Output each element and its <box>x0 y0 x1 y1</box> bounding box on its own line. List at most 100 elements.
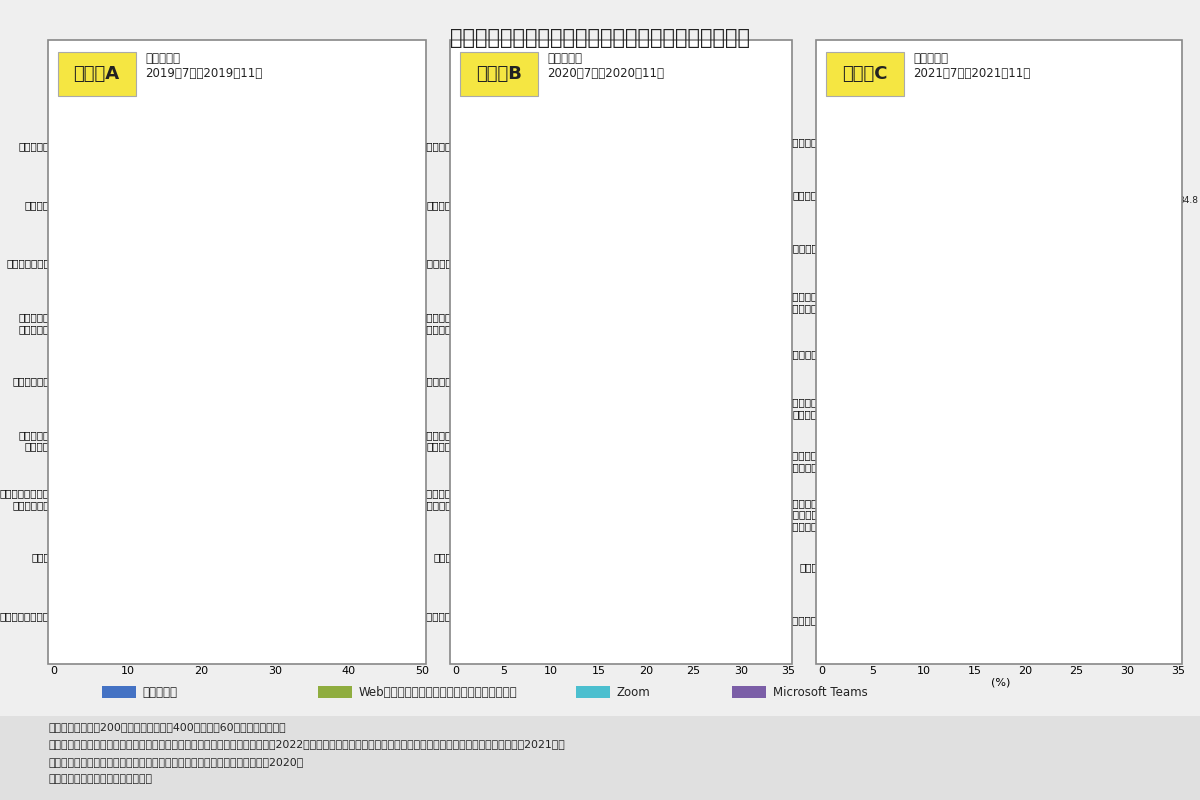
Bar <box>822 207 1140 218</box>
Text: 16.0: 16.0 <box>173 375 193 385</box>
Text: 12.9: 12.9 <box>955 474 976 482</box>
Bar <box>822 407 953 418</box>
Bar <box>456 471 530 483</box>
Text: 14.3: 14.3 <box>161 493 181 502</box>
Bar <box>822 502 944 512</box>
Bar <box>822 526 899 536</box>
Text: 10.2: 10.2 <box>131 421 151 430</box>
Text: 20.6: 20.6 <box>1034 142 1054 152</box>
Bar <box>456 354 604 366</box>
Text: 7.8: 7.8 <box>532 473 546 482</box>
Bar <box>822 342 1013 353</box>
Bar <box>456 616 680 627</box>
Text: 11.8: 11.8 <box>143 434 162 443</box>
Text: 調査対象：決済者200名／会議ユーザー400名（合記60名）、複数回答有: 調査対象：決済者200名／会議ユーザー400名（合記60名）、複数回答有 <box>48 722 286 731</box>
Text: 20.4: 20.4 <box>1032 118 1051 127</box>
Text: 42.0: 42.0 <box>365 186 385 195</box>
Text: 18.1: 18.1 <box>188 154 209 163</box>
Text: 12.8: 12.8 <box>954 408 974 417</box>
Text: 12.6: 12.6 <box>577 337 598 346</box>
Text: 19.4: 19.4 <box>1021 367 1042 376</box>
Bar <box>54 478 124 490</box>
Bar <box>456 630 750 641</box>
Text: 34.8: 34.8 <box>1178 196 1199 205</box>
Text: 22.3: 22.3 <box>670 120 690 130</box>
Text: グラフC: グラフC <box>842 65 887 83</box>
Text: 20.8: 20.8 <box>209 271 229 281</box>
Text: 8.0: 8.0 <box>534 500 548 509</box>
Text: 14.0: 14.0 <box>966 384 986 393</box>
Text: 10.6: 10.6 <box>558 486 578 495</box>
Bar <box>822 277 932 287</box>
Text: 15.6: 15.6 <box>983 249 1003 258</box>
Text: 18.5: 18.5 <box>192 258 212 267</box>
Bar <box>54 302 173 314</box>
Text: 16.1: 16.1 <box>174 303 194 312</box>
Bar <box>822 607 1061 618</box>
Text: 11.8: 11.8 <box>944 330 965 340</box>
Bar <box>54 315 160 327</box>
Text: 18.2: 18.2 <box>190 597 210 606</box>
Bar <box>456 440 572 451</box>
Bar <box>54 126 290 138</box>
Bar <box>54 609 203 621</box>
Text: Zoom: Zoom <box>617 686 650 698</box>
Text: 16.7: 16.7 <box>617 604 637 613</box>
Text: 0: 0 <box>824 543 829 552</box>
Bar <box>54 270 208 282</box>
Bar <box>822 154 1008 165</box>
Bar <box>54 595 188 607</box>
Bar <box>822 354 960 365</box>
Text: 0: 0 <box>824 567 829 576</box>
Text: 14.3: 14.3 <box>594 427 613 437</box>
Bar <box>54 185 364 196</box>
Text: 8.7: 8.7 <box>540 297 554 306</box>
Bar <box>822 301 887 312</box>
Bar <box>822 248 980 258</box>
Text: 14.3: 14.3 <box>161 317 181 326</box>
Text: 調査期間：
2019年7月～2019年11月: 調査期間： 2019年7月～2019年11月 <box>145 52 263 80</box>
Text: 18.7: 18.7 <box>1014 343 1034 352</box>
Text: ビデオ会議: ビデオ会議 <box>143 686 178 698</box>
Bar <box>456 336 576 347</box>
Text: 29.3: 29.3 <box>1122 184 1142 193</box>
Text: 33.0: 33.0 <box>1160 633 1180 642</box>
Text: 10.7: 10.7 <box>932 290 953 298</box>
Text: Web会議、ビデオ通話が可能なビジネスアプリ: Web会議、ビデオ通話が可能なビジネスアプリ <box>359 686 517 698</box>
Bar <box>456 250 604 262</box>
Text: 調査期間：
2021年7月～2021年11月: 調査期間： 2021年7月～2021年11月 <box>913 52 1031 80</box>
Text: 16.1: 16.1 <box>988 420 1008 430</box>
Text: グラフB: グラフB <box>475 65 522 83</box>
Text: 28.5: 28.5 <box>265 245 286 254</box>
Bar <box>822 330 942 341</box>
Bar <box>456 119 667 130</box>
Bar <box>456 178 732 190</box>
Text: 12.5: 12.5 <box>148 389 168 398</box>
Text: 0: 0 <box>824 579 829 589</box>
Bar <box>822 170 1108 182</box>
Text: 9.7: 9.7 <box>923 490 937 499</box>
Text: 0.7: 0.7 <box>61 538 76 547</box>
Text: 18.1: 18.1 <box>188 330 209 339</box>
Text: 12.0: 12.0 <box>947 502 966 511</box>
Bar <box>822 514 880 524</box>
Bar <box>822 436 942 446</box>
Text: 17.2: 17.2 <box>622 206 641 215</box>
Text: 14.6: 14.6 <box>596 382 617 391</box>
Text: 調査期間：
2020年7月～2020年11月: 調査期間： 2020年7月～2020年11月 <box>547 52 665 80</box>
Bar <box>822 595 986 606</box>
Text: 5.7: 5.7 <box>882 514 896 523</box>
Text: 20.4: 20.4 <box>1032 225 1051 234</box>
Bar <box>456 322 526 334</box>
Bar <box>54 388 146 399</box>
Text: 23.4: 23.4 <box>1062 608 1082 618</box>
Bar <box>822 260 986 271</box>
Bar <box>54 243 264 255</box>
Text: 14.9: 14.9 <box>600 396 619 405</box>
Text: グラフA: グラフA <box>73 65 120 83</box>
Text: 13.1: 13.1 <box>582 369 602 378</box>
Bar <box>822 130 1054 140</box>
Bar <box>54 329 187 341</box>
Text: 発行：株式会社シードプランニング: 発行：株式会社シードプランニング <box>48 774 152 784</box>
Bar <box>54 139 221 151</box>
